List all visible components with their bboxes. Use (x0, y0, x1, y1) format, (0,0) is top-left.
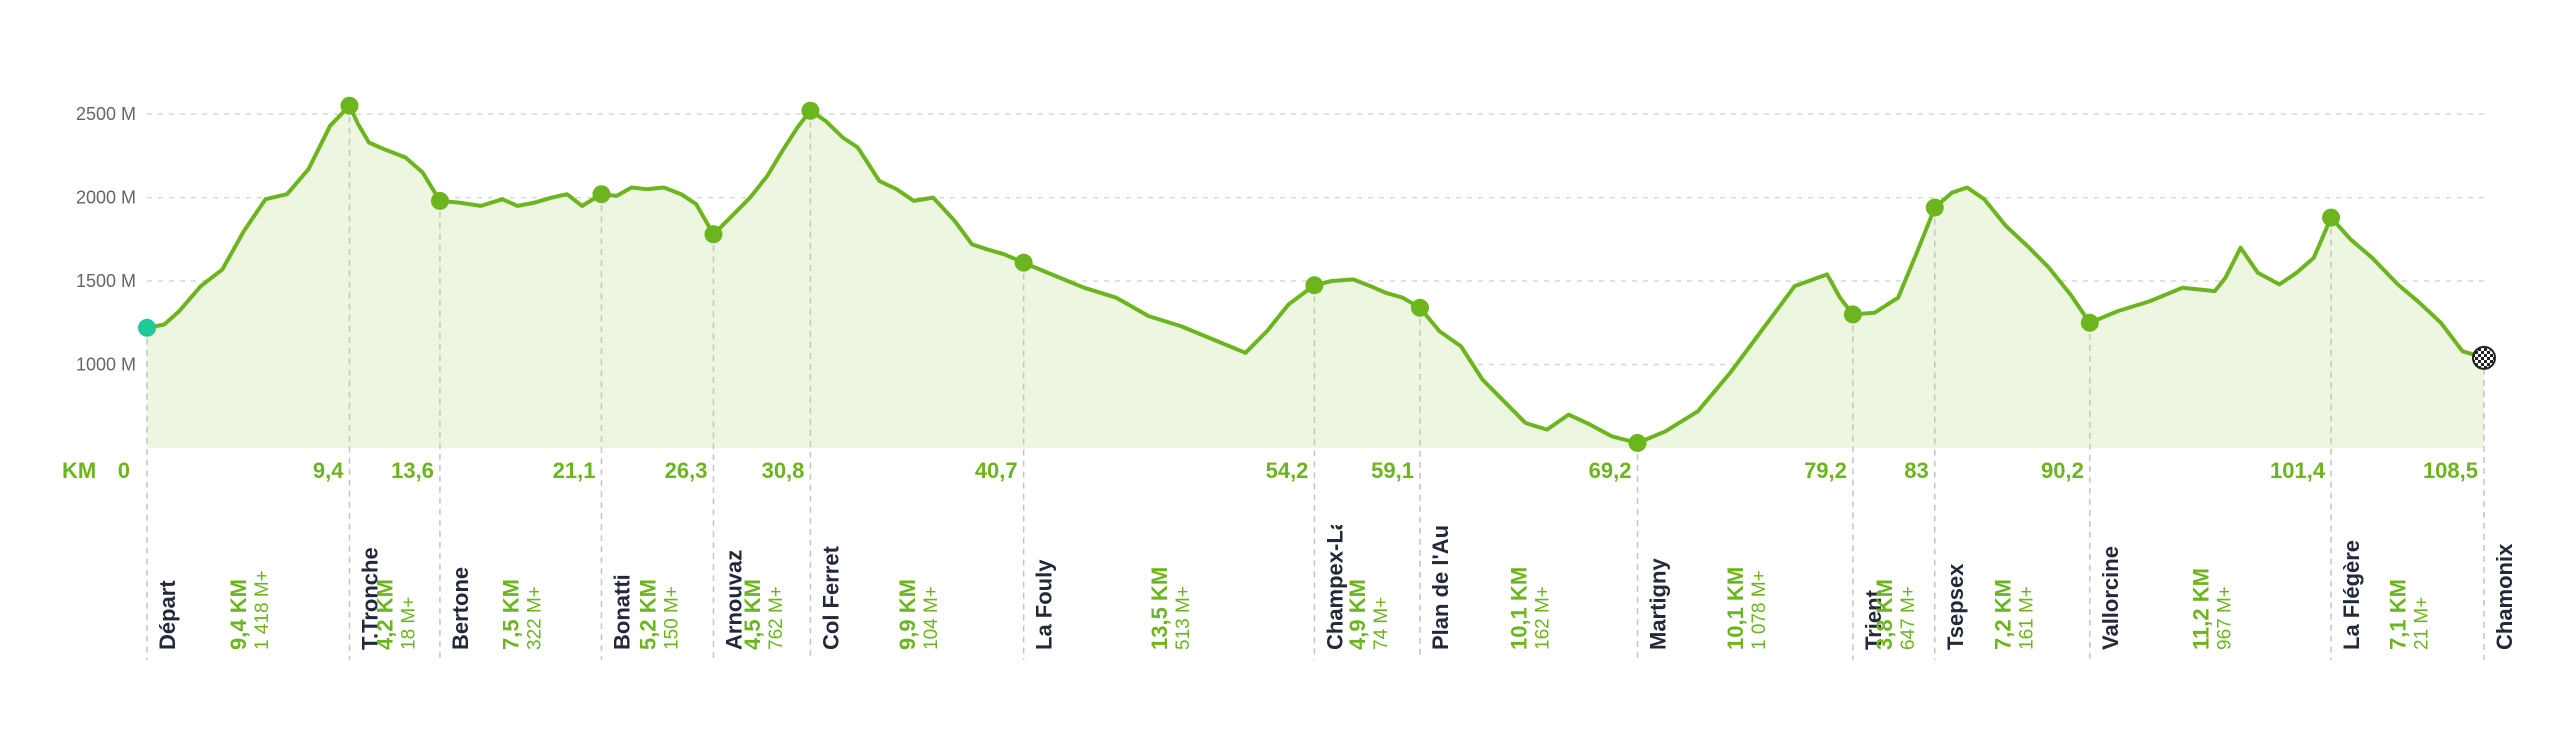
segment-distance: 3,8 KM (1872, 579, 1897, 650)
x-tick-label: 40,7 (975, 458, 1018, 483)
profile-area (147, 105, 2484, 448)
checkpoint-name: Chamonix (2492, 543, 2517, 650)
x-tick-label: 0 (118, 458, 130, 483)
segment-distance: 9,4 KM (226, 579, 251, 650)
segment-gain: 322 M+ (525, 586, 546, 650)
checkpoint-marker-layer (138, 96, 2496, 452)
x-tick-label: 30,8 (762, 458, 805, 483)
segment-gain: 1 418 M+ (252, 570, 273, 650)
start-marker (138, 318, 156, 337)
checkpoint-marker (1410, 298, 1429, 317)
checkpoint-name: Martigny (1646, 558, 1671, 650)
y-tick-label: 2000 M (76, 188, 136, 208)
checkpoint-name: Bertone (448, 567, 473, 650)
segment-distance: 11,2 KM (2188, 568, 2213, 650)
x-tick-label: 59,1 (1371, 458, 1414, 483)
profile-line (145, 103, 2486, 445)
segment-distance: 7,2 KM (1990, 579, 2015, 650)
checkpoint-marker (1305, 276, 1324, 295)
checkpoint-line-layer (146, 105, 2485, 660)
checkpoint-marker (1925, 198, 1944, 217)
checkpoint-marker (592, 185, 611, 204)
x-tick-label: 9,4 (313, 458, 344, 483)
segment-gain: 162 M+ (1533, 586, 1554, 650)
x-tick-label: 108,5 (2423, 458, 2478, 483)
segment-gain: 762 M+ (766, 586, 787, 650)
segment-distance: 4,5 KM (740, 579, 765, 650)
segment-gain: 104 M+ (921, 586, 942, 650)
checkpoint-name: La Flégère (2339, 540, 2364, 650)
segment-distance: 10,1 KM (1723, 567, 1748, 650)
checkpoint-marker (704, 225, 723, 244)
checkpoint-name: Champex-Lac (1322, 506, 1347, 650)
x-tick-label: 13,6 (391, 458, 434, 483)
checkpoint-marker (1014, 253, 1033, 272)
segment-label-layer: 9,4 KM 1 418 M+ 4,2 KM 18 M+ 7,5 KM 322 M+ 5,2… (226, 567, 2432, 650)
segment-distance: 4,2 KM (373, 579, 398, 650)
x-tick-label: 79,2 (1804, 458, 1847, 483)
x-tick-label: 83 (1904, 458, 1928, 483)
checkpoint-name: La Fouly (1032, 559, 1057, 650)
segment-gain: 21 M+ (2412, 597, 2433, 650)
checkpoint-marker (801, 101, 820, 120)
x-tick-label: 54,2 (1266, 458, 1309, 483)
x-tick-layer: 0 9,4 13,6 21,1 26,3 30,8 40,7 54,2 59,1 69,2 79,2… (118, 458, 2478, 483)
x-tick-label: 69,2 (1589, 458, 1632, 483)
y-tick-layer: 1000 M 1500 M 2000 M 2500 M (76, 104, 136, 374)
checkpoint-marker (340, 96, 359, 115)
checkpoint-name: Tsepsex (1943, 563, 1968, 650)
segment-distance: 7,1 KM (2386, 579, 2411, 650)
y-tick-label: 1500 M (76, 271, 136, 291)
checkpoint-marker (430, 191, 449, 210)
checkpoint-name: Arnouvaz (721, 550, 746, 650)
segment-gain: 18 M+ (399, 597, 420, 650)
checkpoint-name: Bonatti (609, 574, 634, 650)
checkpoint-name: Vallorcine (2098, 546, 2123, 650)
finish-flag-icon (2472, 345, 2496, 370)
x-tick-label: 90,2 (2041, 458, 2084, 483)
segment-gain: 74 M+ (1371, 597, 1392, 650)
y-tick-label: 1000 M (76, 355, 136, 375)
y-tick-label: 2500 M (76, 104, 136, 124)
checkpoint-name: Plan de l'Au (1428, 525, 1453, 650)
profile-area-layer (145, 103, 2486, 448)
checkpoint-name: Départ (155, 580, 180, 650)
segment-gain: 647 M+ (1898, 586, 1919, 650)
x-tick-label: 101,4 (2270, 458, 2326, 483)
segment-distance: 7,5 KM (499, 579, 524, 650)
segment-gain: 513 M+ (1173, 586, 1194, 650)
checkpoint-name: Col Ferret (818, 545, 843, 650)
checkpoint-name-layer: Départ T.Tronche Bertone Bonatti Arnouvaz Col… (155, 506, 2517, 650)
segment-distance: 9,9 KM (895, 579, 920, 650)
checkpoint-marker (1628, 433, 1647, 452)
segment-gain: 150 M+ (661, 586, 682, 650)
segment-distance: 4,9 KM (1345, 579, 1370, 650)
x-tick-label: 21,1 (553, 458, 596, 483)
segment-distance: 13,5 KM (1147, 567, 1172, 650)
checkpoint-marker (2322, 208, 2341, 227)
checkpoint-marker (1843, 305, 1862, 324)
checkpoint-name: T.Tronche (357, 547, 382, 650)
segment-gain: 161 M+ (2016, 586, 2037, 650)
segment-gain: 1 078 M+ (1749, 570, 1770, 650)
segment-gain: 967 M+ (2214, 586, 2235, 650)
x-tick-label: 26,3 (665, 458, 708, 483)
x-unit-label: KM (62, 458, 96, 483)
checkpoint-marker (2080, 313, 2099, 332)
checkpoint-name: Trient (1861, 589, 1886, 650)
segment-distance: 5,2 KM (635, 579, 660, 650)
segment-distance: 10,1 KM (1507, 567, 1532, 650)
